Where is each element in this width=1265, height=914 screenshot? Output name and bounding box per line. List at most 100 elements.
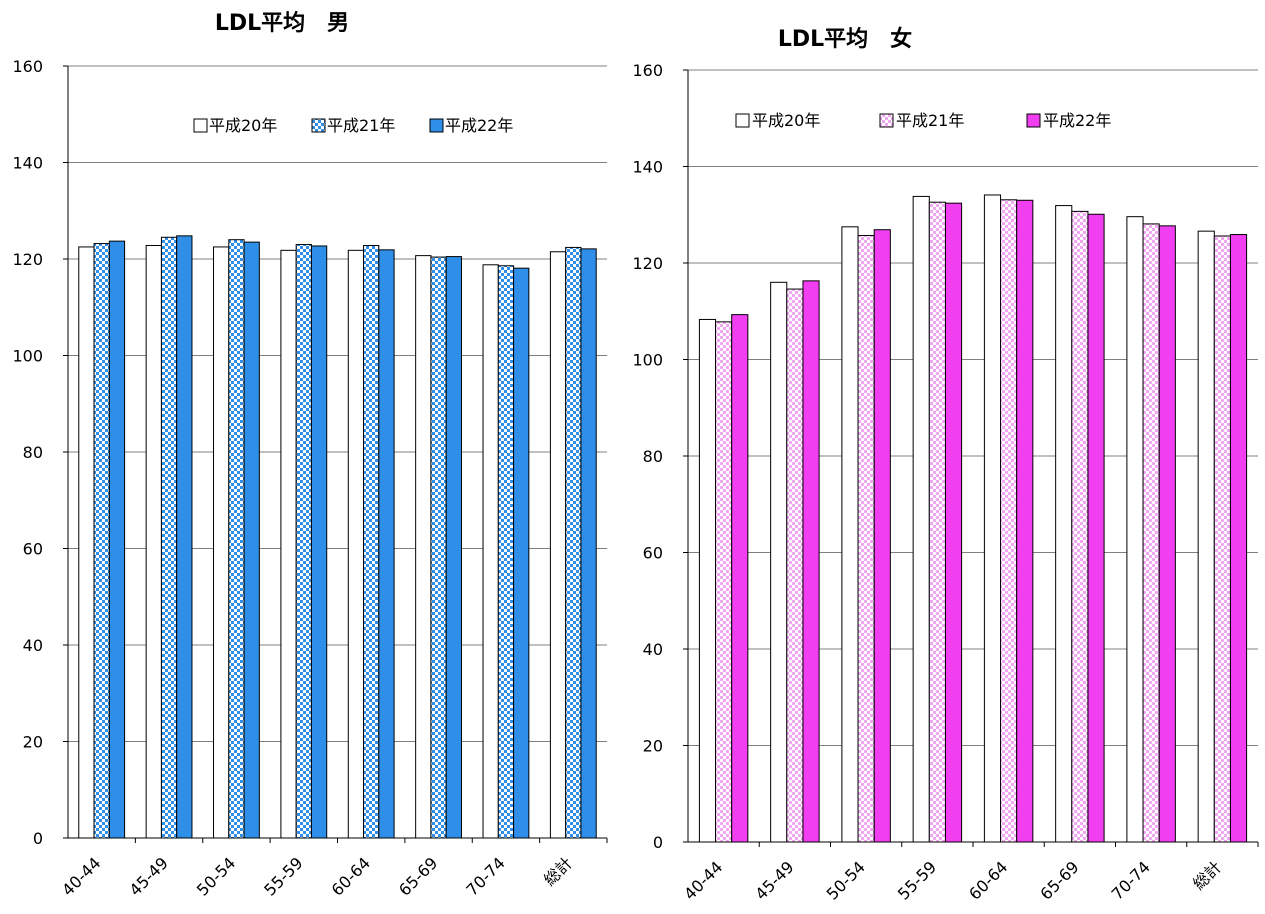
legend-swatch-series-2 (311, 118, 326, 133)
bar-40-44-series-3 (731, 314, 749, 843)
y-tick-label: 40 (643, 640, 663, 659)
bar-70-74-series-2 (1142, 223, 1160, 843)
bar-70-74-series-1 (1126, 216, 1144, 843)
bar-45-49-series-3 (802, 280, 820, 843)
y-tick-label: 140 (632, 158, 663, 177)
bar-60-64-series-1 (983, 194, 1002, 843)
bar-総計-series-3 (580, 248, 597, 839)
x-category-label: 総計 (540, 853, 576, 889)
x-category-label: 50-54 (823, 857, 869, 903)
bar-60-64-series-2 (1000, 199, 1018, 843)
bar-50-54-series-2 (857, 234, 875, 843)
bar-60-64-series-1 (347, 249, 365, 839)
bar-40-44-series-2 (715, 321, 733, 843)
x-category-label: 40-44 (58, 853, 104, 899)
legend-label-series-3: 平成22年 (1043, 111, 1111, 130)
bar-55-59-series-1 (912, 195, 930, 843)
bar-55-59-series-2 (295, 244, 312, 839)
x-category-label: 総計 (1189, 857, 1225, 893)
bar-55-59-series-2 (928, 201, 946, 843)
x-category-label: 60-64 (328, 853, 374, 899)
x-category-label: 70-74 (1108, 857, 1154, 903)
bar-45-49-series-2 (786, 288, 804, 843)
bar-70-74-series-3 (1158, 225, 1176, 843)
y-tick-label: 120 (632, 254, 663, 273)
y-tick-label: 20 (23, 733, 43, 752)
legend-label-series-2: 平成21年 (327, 116, 395, 135)
y-tick-label: 60 (23, 540, 43, 559)
y-tick-label: 100 (12, 347, 43, 366)
legend-swatch-series-3 (429, 118, 444, 133)
y-tick-label: 0 (653, 833, 663, 852)
bar-45-49-series-3 (176, 235, 193, 839)
bar-65-69-series-1 (1055, 205, 1073, 843)
legend-label-series-2: 平成21年 (896, 111, 964, 130)
chart-title: LDL平均 女 (778, 26, 912, 52)
bar-総計-series-2 (1213, 235, 1231, 843)
x-category-label: 55-59 (894, 857, 940, 903)
bar-40-44-series-2 (93, 243, 110, 839)
y-tick-label: 60 (643, 544, 663, 563)
legend-swatch-series-2 (879, 113, 894, 128)
bar-60-64-series-3 (1016, 199, 1034, 843)
chart-legend: 平成20年 平成21年 平成22年 (735, 111, 1111, 130)
bar-60-64-series-3 (378, 249, 395, 839)
legend-label-series-1: 平成20年 (209, 116, 277, 135)
bar-65-69-series-2 (1071, 210, 1089, 843)
legend-swatch-series-1 (735, 113, 750, 128)
bar-50-54-series-3 (873, 229, 891, 843)
bar-50-54-series-1 (213, 246, 230, 839)
bar-65-69-series-1 (415, 255, 432, 839)
bar-70-74-series-1 (482, 264, 499, 839)
bar-65-69-series-3 (1087, 213, 1105, 843)
bar-総計-series-3 (1229, 234, 1248, 843)
y-tick-label: 140 (12, 154, 43, 173)
bar-65-69-series-2 (430, 256, 447, 839)
y-tick-label: 160 (632, 61, 663, 80)
bar-総計-series-1 (1197, 230, 1215, 843)
bar-55-59-series-3 (310, 245, 328, 839)
chart-male: LDL平均 男 0 20 40 60 80 100 120 140 160 40-44 45-49… (12, 10, 608, 900)
x-category-label: 70-74 (462, 853, 508, 899)
bar-総計-series-2 (565, 246, 582, 839)
y-tick-label: 80 (23, 443, 43, 462)
y-tick-label: 80 (643, 447, 663, 466)
x-category-label: 40-44 (680, 857, 726, 903)
bar-55-59-series-3 (944, 202, 963, 843)
bar-70-74-series-2 (497, 265, 515, 839)
bar-50-54-series-1 (841, 226, 859, 843)
bar-55-59-series-1 (280, 249, 297, 839)
x-category-label: 45-49 (751, 857, 797, 903)
y-tick-label: 100 (632, 351, 663, 370)
x-category-label: 45-49 (126, 853, 172, 899)
x-category-label: 60-64 (965, 857, 1011, 903)
chart-legend: 平成20年 平成21年 平成22年 (193, 116, 513, 135)
y-tick-label: 0 (33, 829, 43, 848)
x-category-label: 50-54 (193, 853, 239, 899)
y-tick-label: 120 (12, 250, 43, 269)
bar-45-49-series-1 (145, 244, 162, 839)
legend-label-series-1: 平成20年 (752, 111, 820, 130)
bar-45-49-series-2 (160, 236, 178, 839)
chart-female: LDL平均 女 0 20 40 60 80 100 120 140 160 40-44 45-49… (632, 26, 1259, 904)
legend-swatch-series-3 (1026, 113, 1041, 128)
bar-50-54-series-3 (243, 241, 260, 839)
y-tick-label: 40 (23, 636, 43, 655)
y-tick-label: 160 (12, 57, 43, 76)
chart-title: LDL平均 男 (215, 10, 349, 36)
bar-40-44-series-1 (698, 318, 717, 843)
legend-swatch-series-1 (193, 118, 208, 133)
bar-総計-series-1 (549, 251, 567, 839)
x-category-label: 65-69 (1036, 857, 1082, 903)
legend-label-series-3: 平成22年 (445, 116, 513, 135)
bar-45-49-series-1 (770, 281, 788, 843)
bar-40-44-series-1 (78, 246, 95, 839)
bar-65-69-series-3 (445, 256, 462, 839)
bar-50-54-series-2 (228, 239, 245, 839)
x-category-label: 55-59 (260, 853, 306, 899)
x-category-label: 65-69 (395, 853, 441, 899)
bar-70-74-series-3 (513, 267, 530, 839)
bar-60-64-series-2 (363, 244, 380, 839)
